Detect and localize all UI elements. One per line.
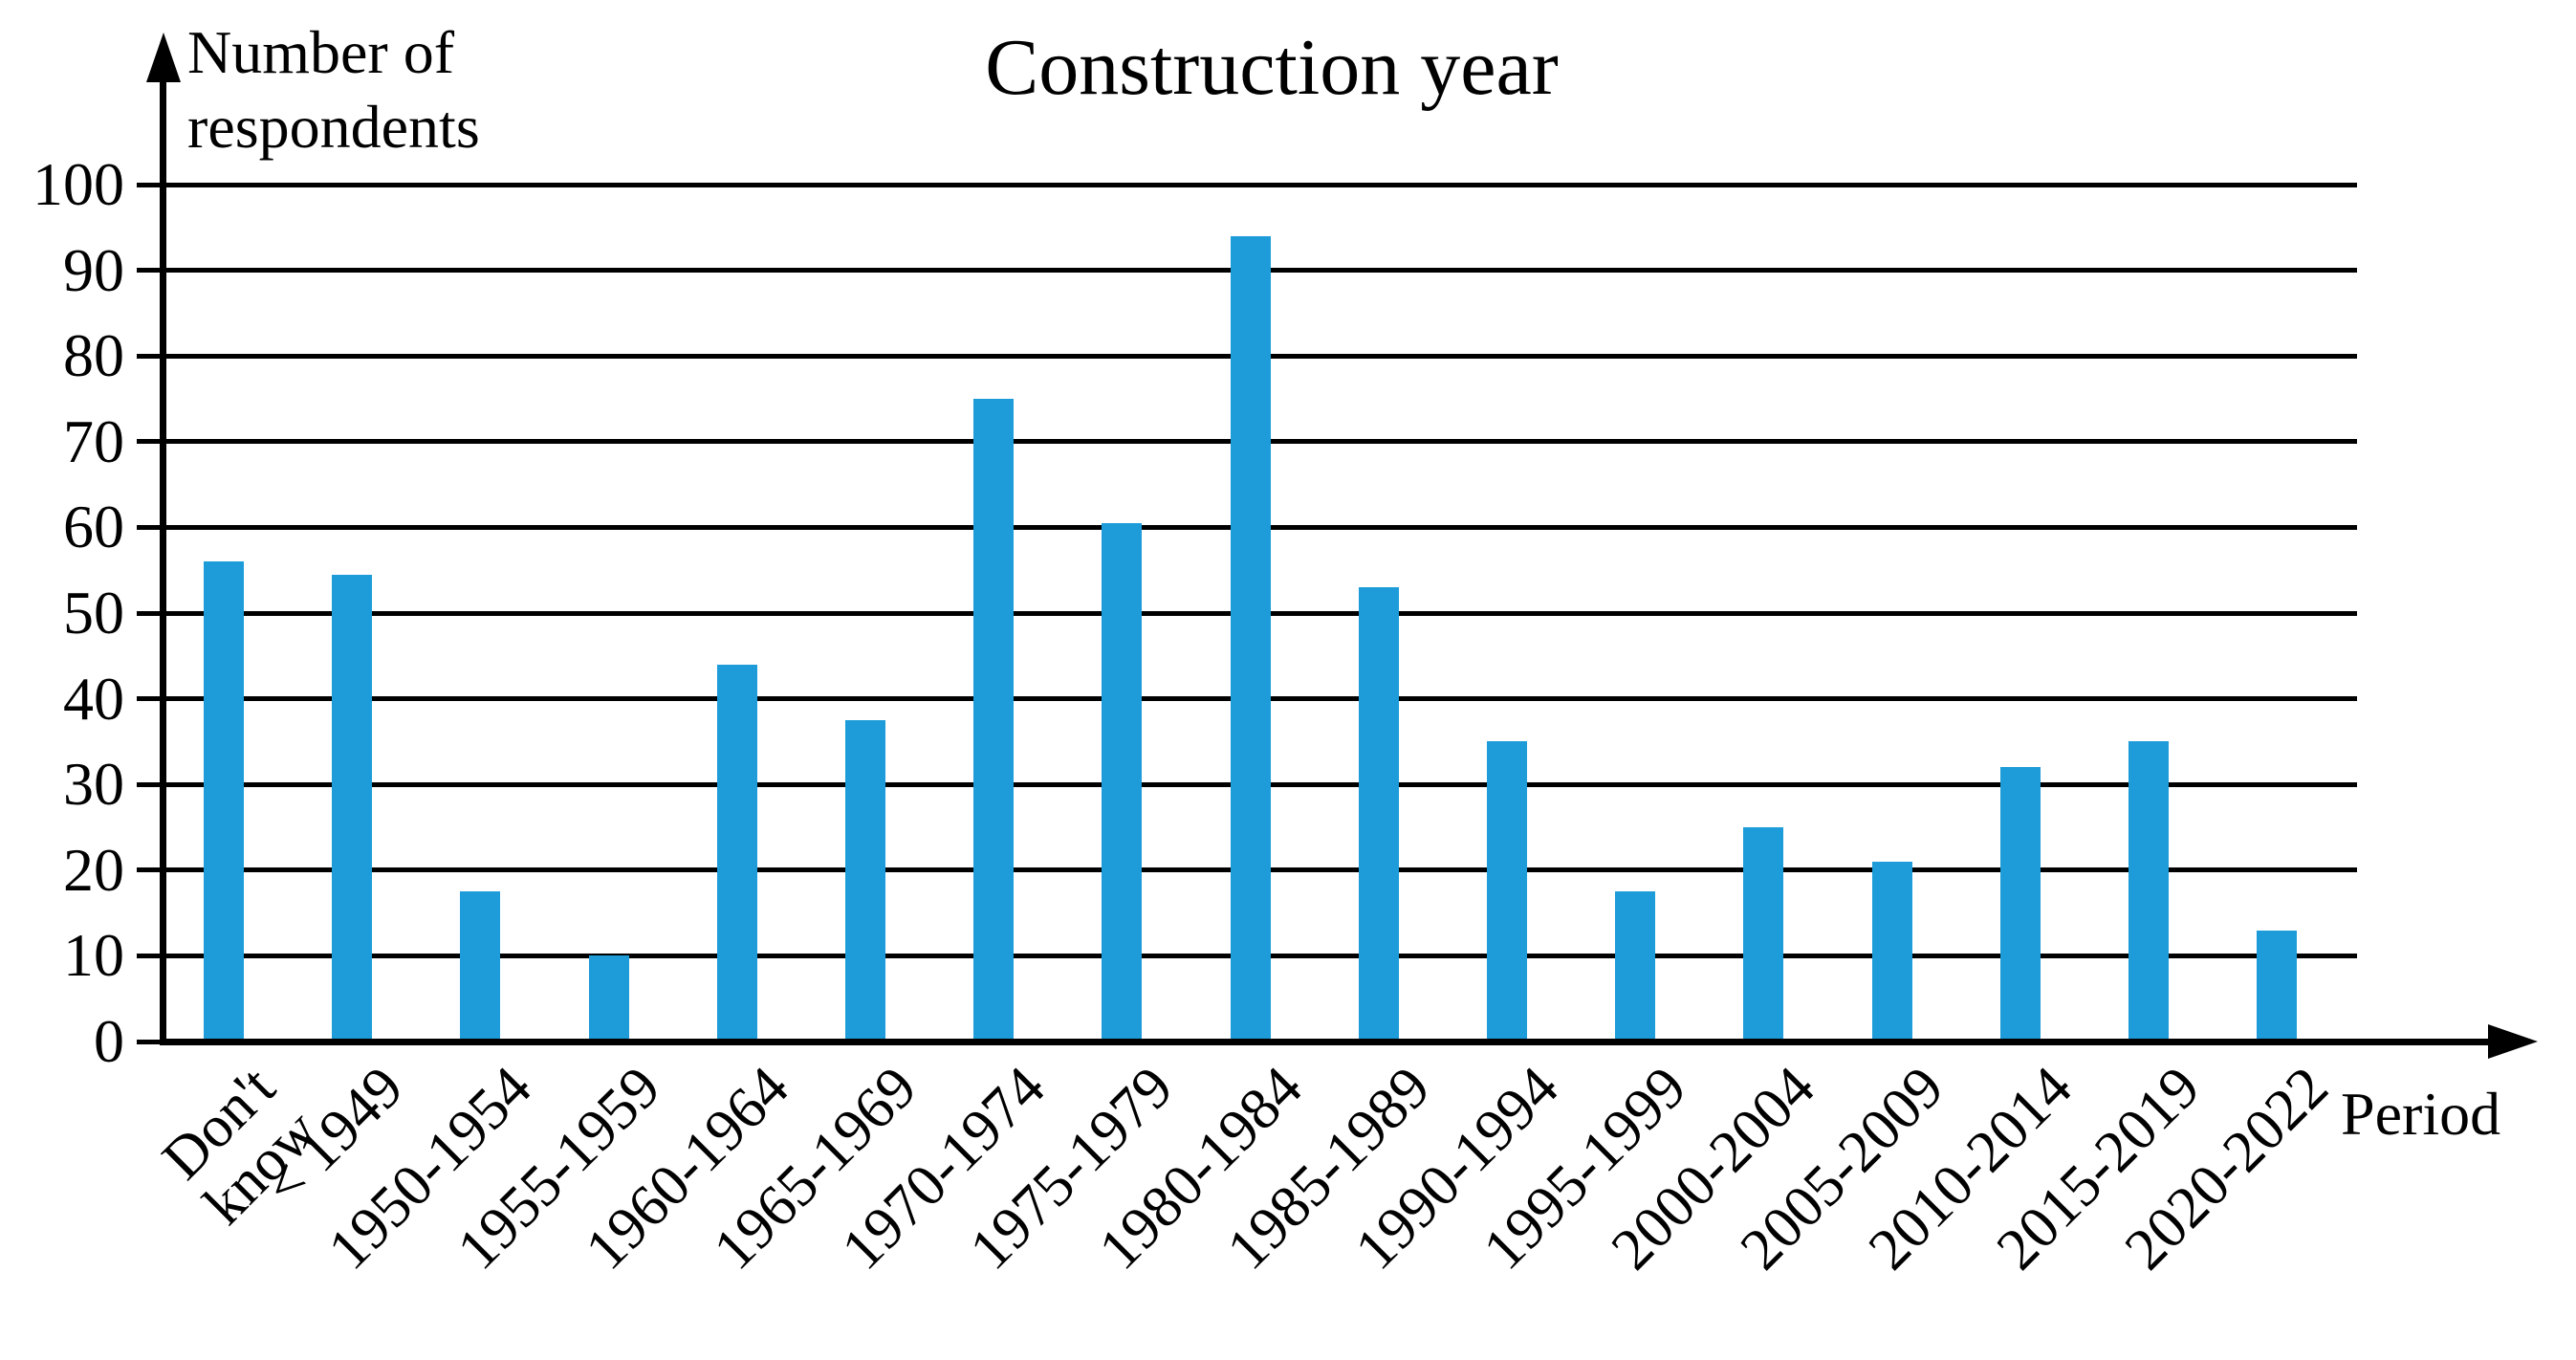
gridline [137,182,2357,187]
y-tick-label: 30 [63,750,124,819]
bar [1871,861,1912,1042]
bar [1615,891,1656,1042]
bar [2257,930,2298,1042]
bar [845,720,885,1042]
bar [1230,235,1271,1042]
y-tick-label: 50 [63,579,124,647]
y-tick-label: 40 [63,664,124,733]
bar [1358,587,1399,1042]
y-tick-label: 10 [63,921,124,990]
y-tick-label: 20 [63,835,124,904]
x-axis-line [160,1039,2498,1045]
bar [973,399,1015,1042]
x-axis-arrowhead-icon [2488,1024,2538,1059]
bar [460,891,501,1042]
y-axis-arrowhead-icon [146,33,181,82]
bar [204,561,244,1042]
y-tick-label: 80 [63,321,124,390]
bar [1487,741,1527,1042]
y-axis-line [160,78,166,1045]
y-tick-label: 90 [63,235,124,304]
x-axis-title: Period [2341,1080,2501,1148]
bar [716,664,757,1042]
bar [1102,522,1143,1042]
y-tick-label: 70 [63,406,124,475]
bar [2128,741,2169,1042]
y-tick-label: 0 [94,1007,124,1075]
y-tick-label: 60 [63,493,124,561]
bar [1743,827,1784,1042]
x-axis-tick [137,1039,163,1044]
y-tick-label: 100 [33,150,124,218]
bar [588,955,629,1042]
chart-title: Construction year [985,23,1559,112]
bar [332,574,373,1042]
y-axis-title: Number of respondents [187,18,480,162]
bar [1999,767,2041,1042]
